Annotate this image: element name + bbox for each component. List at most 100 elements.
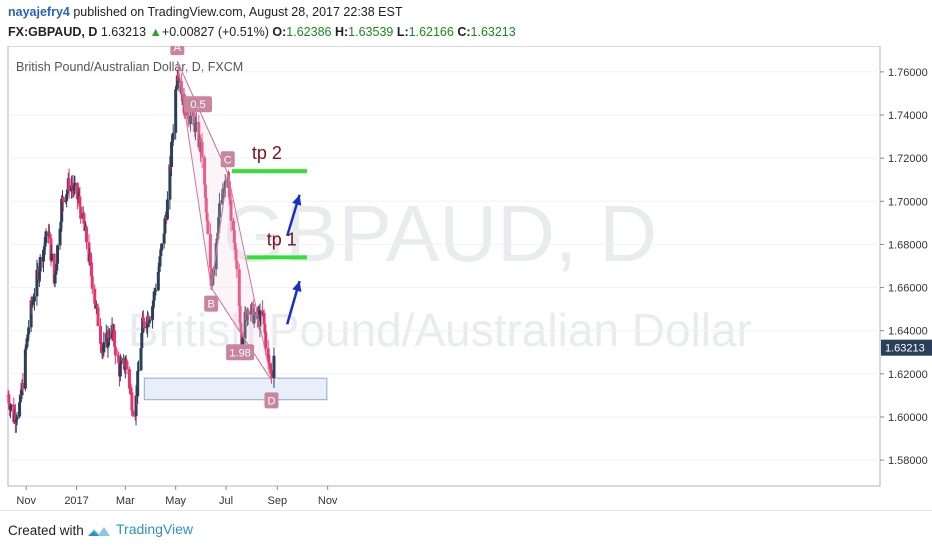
candle-body (246, 310, 250, 315)
candle (65, 193, 69, 208)
candle-body (266, 348, 270, 362)
candle-body (130, 392, 134, 411)
point-label-d-text: D (268, 395, 276, 407)
candle (187, 116, 191, 128)
candle-body (208, 233, 212, 268)
chart-area[interactable]: GBPAUD, D British Pound/Australian Dolla… (0, 39, 932, 510)
candle (107, 328, 111, 342)
candle (252, 308, 256, 328)
candle-body (272, 355, 276, 378)
candle-body (42, 249, 46, 262)
candle (134, 385, 138, 426)
candle-body (223, 181, 227, 188)
y-tick-label: 1.72000 (888, 153, 928, 165)
candle-body (75, 182, 79, 199)
candle-body (93, 288, 97, 304)
candle-body (237, 269, 241, 306)
candle-body (251, 304, 255, 324)
candle-body (125, 360, 129, 370)
candle-body (118, 363, 122, 377)
candle-body (216, 232, 220, 239)
footer: Created with TradingView (0, 510, 932, 551)
last-price-label: 1.63213 (885, 343, 925, 355)
ratio-label-text: 0.5 (190, 99, 205, 111)
candle-body (73, 182, 77, 186)
pattern-line-bd (210, 287, 272, 381)
y-tick-label: 1.62000 (888, 369, 928, 381)
candle-body (203, 184, 207, 198)
candle-body (27, 327, 31, 335)
author-link[interactable]: nayajefry4 (8, 5, 70, 19)
candle-body (269, 370, 273, 378)
candle-body (158, 256, 162, 267)
publication-header: nayajefry4 published on TradingView.com,… (0, 0, 932, 46)
ratio-label: 1.98 (226, 344, 255, 361)
candle (48, 232, 52, 239)
candle (237, 263, 241, 314)
candle-body (197, 122, 201, 148)
candle-body (146, 316, 150, 324)
candle-body (200, 141, 204, 158)
candle-body (87, 242, 91, 262)
candle (106, 326, 110, 358)
candle (208, 223, 212, 270)
point-label-a-text: A (174, 46, 182, 54)
candle-body (133, 415, 137, 417)
candle-body (95, 305, 99, 308)
candle-body (176, 75, 180, 82)
candle-body (151, 306, 155, 320)
tradingview-brand-link[interactable]: TradingView (116, 521, 194, 537)
candle-body (24, 347, 28, 350)
candle (200, 132, 204, 169)
candle-body (99, 326, 103, 344)
candle (102, 331, 106, 357)
last-price: 1.63213 (100, 25, 147, 39)
candle (38, 254, 42, 282)
candle (127, 366, 131, 394)
candle (90, 274, 94, 294)
candle-body (203, 157, 207, 185)
candle-body (157, 266, 161, 272)
candle (235, 251, 239, 278)
created-with-label: Created with (8, 523, 84, 538)
candle-body (194, 122, 198, 124)
candle-body (29, 300, 33, 328)
candle-body (264, 332, 268, 349)
candle (46, 223, 50, 244)
candle-body (60, 198, 64, 222)
candle (142, 319, 146, 332)
candle (206, 214, 210, 235)
candle-body (139, 348, 143, 371)
candle-body (239, 323, 243, 333)
y-tick-label: 1.70000 (888, 196, 928, 208)
point-label-b-bg (204, 295, 219, 312)
candle-body (48, 233, 52, 239)
candle (122, 357, 126, 374)
high-value: 1.63539 (348, 25, 394, 39)
candle-body (268, 363, 272, 370)
low-label: L: (396, 25, 409, 39)
candle-body (206, 220, 210, 234)
candle (123, 356, 127, 379)
candle-body (23, 349, 27, 389)
candle-body (113, 330, 117, 347)
candle (234, 247, 238, 262)
candle-body (136, 371, 140, 397)
x-tick-label: Sep (267, 495, 287, 507)
candle-body (129, 388, 133, 393)
candle (56, 244, 60, 269)
support-zone (143, 377, 328, 401)
point-label-c-bg (220, 151, 235, 168)
point-label-b: B (204, 295, 219, 312)
candle-body (54, 270, 58, 275)
candle-body (131, 410, 135, 416)
pattern-line-ac (176, 60, 229, 174)
candle (50, 244, 54, 263)
candle-body (192, 111, 196, 119)
candle-body (59, 221, 63, 229)
candle-body (159, 250, 163, 257)
candle (174, 85, 178, 140)
price-chart[interactable]: GBPAUD, D British Pound/Australian Dolla… (0, 39, 932, 510)
candle (73, 176, 77, 195)
candle (44, 228, 48, 244)
